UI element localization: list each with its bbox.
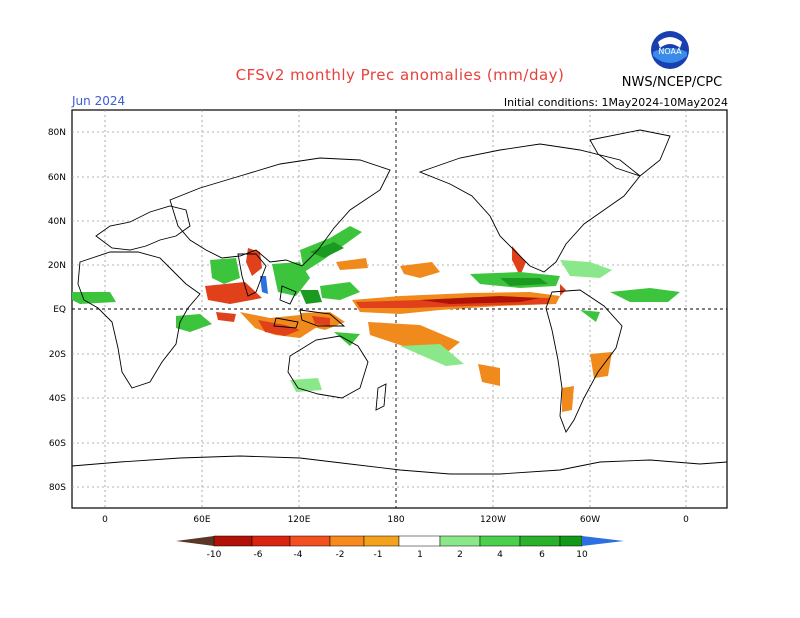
colorbar-arrow-high: [582, 536, 624, 546]
colorbar-segment: [559, 535, 583, 547]
lon-label: 0: [102, 515, 108, 525]
colorbar-label: 4: [497, 550, 503, 560]
colorbar-label: -10: [207, 550, 222, 560]
colorbar-label: -6: [254, 550, 263, 560]
colorbar-segment: [439, 535, 481, 547]
longitude-labels: 0 60E 120E 180 120W 60W 0: [102, 515, 689, 525]
latitude-labels: 80N 60N 40N 20N EQ 20S 40S 60S 80S: [48, 128, 66, 493]
dry-anomalies: [205, 246, 612, 412]
lat-label: 60S: [49, 439, 66, 449]
lon-label: 60E: [193, 515, 210, 525]
lon-label: 120E: [288, 515, 311, 525]
graticule: [72, 110, 727, 508]
colorbar-segment: [519, 535, 561, 547]
lat-label: EQ: [53, 305, 66, 315]
wet-anomalies: [72, 226, 680, 392]
lat-label: 60N: [48, 173, 66, 183]
colorbar-segment: [363, 535, 400, 547]
lat-label: 80S: [49, 483, 66, 493]
lat-label: 40S: [49, 394, 66, 404]
lat-label: 20N: [48, 261, 66, 271]
colorbar: -10 -6 -4 -2 -1 1 2 4 6 10: [176, 535, 624, 560]
colorbar-segment: [479, 535, 521, 547]
colorbar-segment: [251, 535, 291, 547]
colorbar-segment: [289, 535, 331, 547]
colorbar-label: 6: [539, 550, 545, 560]
lat-label: 20S: [49, 350, 66, 360]
colorbar-label: 1: [417, 550, 423, 560]
lat-label: 80N: [48, 128, 66, 138]
coastlines: [71, 129, 728, 475]
lon-label: 60W: [580, 515, 600, 525]
logo-text: NOAA: [658, 47, 682, 56]
noaa-logo: NOAA: [651, 31, 689, 69]
map-title: CFSv2 monthly Prec anomalies (mm/day): [235, 66, 565, 84]
colorbar-label: -2: [336, 550, 345, 560]
agency-label: NWS/NCEP/CPC: [621, 75, 723, 90]
colorbar-label: 2: [457, 550, 463, 560]
lon-label: 0: [683, 515, 689, 525]
colorbar-label: -1: [374, 550, 383, 560]
colorbar-label: 10: [576, 550, 588, 560]
forecast-month: Jun 2024: [72, 94, 126, 108]
colorbar-arrow-low: [176, 536, 214, 546]
colorbar-segment: [213, 535, 253, 547]
colorbar-segment: [329, 535, 365, 547]
lon-label: 180: [387, 515, 404, 525]
lon-label: 120W: [480, 515, 506, 525]
initial-conditions: Initial conditions: 1May2024-10May2024: [503, 96, 728, 109]
lat-label: 40N: [48, 217, 66, 227]
colorbar-label: -4: [294, 550, 303, 560]
colorbar-segment: [398, 535, 441, 547]
